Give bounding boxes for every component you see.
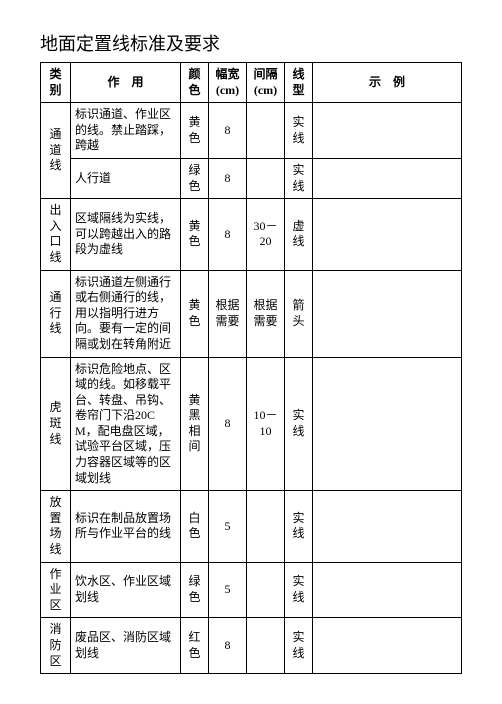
standards-table: 类别 作 用 颜色 幅宽(cm) 间隔(cm) 线型 示 例 通道线 标识通道、… (40, 62, 462, 674)
cell-gap (247, 491, 285, 562)
cell-example (313, 103, 462, 159)
table-row: 消防区 废品区、消防区域划线 红色 8 实线 (41, 618, 462, 674)
cell-style: 实线 (285, 562, 313, 618)
cell-use: 标识在制品放置场所与作业平台的线 (71, 491, 181, 562)
cell-use: 饮水区、作业区域划线 (71, 562, 181, 618)
cell-style: 实线 (285, 618, 313, 674)
cell-gap (247, 158, 285, 198)
cell-width: 8 (209, 618, 247, 674)
th-width: 幅宽(cm) (209, 63, 247, 103)
cell-width: 5 (209, 562, 247, 618)
cell-width: 8 (209, 103, 247, 159)
cell-category: 作业区 (41, 562, 71, 618)
cell-color: 红色 (181, 618, 209, 674)
cell-color: 白色 (181, 491, 209, 562)
cell-gap: 根据需要 (247, 270, 285, 357)
cell-color: 黄色 (181, 103, 209, 159)
table-row: 放置场线 标识在制品放置场所与作业平台的线 白色 5 实线 (41, 491, 462, 562)
cell-width: 8 (209, 158, 247, 198)
cell-use: 标识危险地点、区域的线。如移载平台、转盘、吊钩、卷帘门下沿20CM，配电盘区域，… (71, 357, 181, 491)
cell-style: 实线 (285, 103, 313, 159)
cell-color: 绿色 (181, 158, 209, 198)
cell-style: 实线 (285, 357, 313, 491)
th-style: 线型 (285, 63, 313, 103)
cell-gap: 10－10 (247, 357, 285, 491)
cell-style: 箭头 (285, 270, 313, 357)
th-gap: 间隔(cm) (247, 63, 285, 103)
cell-example (313, 491, 462, 562)
page-title: 地面定置线标准及要求 (40, 30, 462, 56)
cell-example (313, 158, 462, 198)
cell-use: 废品区、消防区域划线 (71, 618, 181, 674)
cell-use: 区域隔线为实线，可以跨越出入的路段为虚线 (71, 199, 181, 270)
cell-gap (247, 103, 285, 159)
table-header-row: 类别 作 用 颜色 幅宽(cm) 间隔(cm) 线型 示 例 (41, 63, 462, 103)
th-use: 作 用 (71, 63, 181, 103)
cell-example (313, 562, 462, 618)
cell-category: 出入口线 (41, 199, 71, 270)
table-row: 人行道 绿色 8 实线 (41, 158, 462, 198)
cell-use: 标识通道、作业区的线。禁止踏踩，跨越 (71, 103, 181, 159)
cell-style: 虚线 (285, 199, 313, 270)
cell-width: 5 (209, 491, 247, 562)
table-row: 作业区 饮水区、作业区域划线 绿色 5 实线 (41, 562, 462, 618)
cell-gap: 30－20 (247, 199, 285, 270)
cell-category: 虎斑线 (41, 357, 71, 491)
table-row: 虎斑线 标识危险地点、区域的线。如移载平台、转盘、吊钩、卷帘门下沿20CM，配电… (41, 357, 462, 491)
cell-category: 通道线 (41, 103, 71, 199)
cell-style: 实线 (285, 158, 313, 198)
cell-color: 黄色 (181, 199, 209, 270)
cell-gap (247, 562, 285, 618)
cell-category: 通行线 (41, 270, 71, 357)
cell-use: 标识通道左侧通行或右侧通行的线，用以指明行进方向。要有一定的间隔或划在转角附近 (71, 270, 181, 357)
cell-use: 人行道 (71, 158, 181, 198)
cell-width: 根据需要 (209, 270, 247, 357)
cell-width: 8 (209, 357, 247, 491)
th-example: 示 例 (313, 63, 462, 103)
cell-example (313, 270, 462, 357)
cell-color: 绿色 (181, 562, 209, 618)
table-row: 通行线 标识通道左侧通行或右侧通行的线，用以指明行进方向。要有一定的间隔或划在转… (41, 270, 462, 357)
cell-category: 消防区 (41, 618, 71, 674)
cell-example (313, 199, 462, 270)
cell-category: 放置场线 (41, 491, 71, 562)
cell-example (313, 618, 462, 674)
cell-gap (247, 618, 285, 674)
table-row: 出入口线 区域隔线为实线，可以跨越出入的路段为虚线 黄色 8 30－20 虚线 (41, 199, 462, 270)
th-category: 类别 (41, 63, 71, 103)
cell-width: 8 (209, 199, 247, 270)
cell-example (313, 357, 462, 491)
cell-style: 实线 (285, 491, 313, 562)
table-row: 通道线 标识通道、作业区的线。禁止踏踩，跨越 黄色 8 实线 (41, 103, 462, 159)
cell-color: 黄黑相间 (181, 357, 209, 491)
cell-color: 黄色 (181, 270, 209, 357)
th-color: 颜色 (181, 63, 209, 103)
